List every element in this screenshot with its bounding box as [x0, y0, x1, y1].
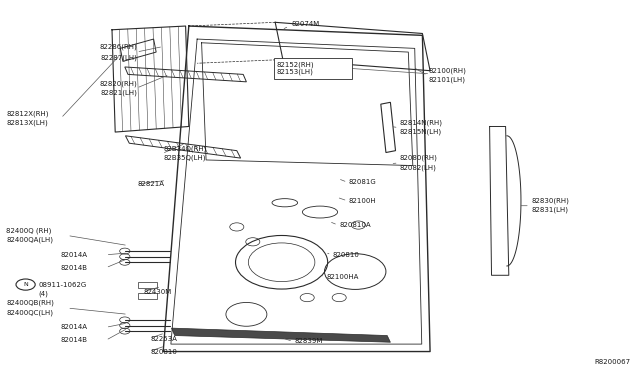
Text: 82082(LH): 82082(LH) — [400, 164, 437, 171]
Text: 82074M: 82074M — [291, 21, 319, 27]
Text: 82153(LH): 82153(LH) — [276, 69, 314, 76]
Text: 820810A: 820810A — [339, 222, 371, 228]
Text: 82014B: 82014B — [61, 337, 88, 343]
Text: (4): (4) — [38, 291, 48, 297]
Text: 82100H: 82100H — [349, 198, 376, 204]
Text: 82400Q (RH): 82400Q (RH) — [6, 227, 52, 234]
Text: 82812X(RH): 82812X(RH) — [6, 110, 49, 117]
Text: 820810: 820810 — [150, 349, 177, 355]
Text: 820810: 820810 — [333, 252, 360, 258]
Bar — [138, 293, 157, 299]
Text: N: N — [23, 282, 28, 287]
Text: 82014B: 82014B — [61, 265, 88, 271]
Text: 82100(RH): 82100(RH) — [429, 67, 467, 74]
Text: 82815N(LH): 82815N(LH) — [400, 129, 442, 135]
Text: 08911-1062G: 08911-1062G — [38, 282, 86, 288]
Text: 82014A: 82014A — [61, 252, 88, 258]
Text: 82B35Q(LH): 82B35Q(LH) — [163, 155, 205, 161]
Text: 82400QA(LH): 82400QA(LH) — [6, 237, 53, 243]
Text: 82400QB(RH): 82400QB(RH) — [6, 300, 54, 307]
Text: 82839M: 82839M — [294, 339, 323, 344]
Text: 82B34Q(RH): 82B34Q(RH) — [163, 145, 207, 152]
Text: 82080(RH): 82080(RH) — [400, 155, 438, 161]
Text: 82100HA: 82100HA — [326, 274, 359, 280]
Text: 82821(LH): 82821(LH) — [100, 90, 138, 96]
Text: 82014A: 82014A — [61, 324, 88, 330]
Text: 82101(LH): 82101(LH) — [429, 77, 466, 83]
Text: 82831(LH): 82831(LH) — [531, 207, 568, 214]
Text: 82814N(RH): 82814N(RH) — [400, 119, 443, 126]
FancyBboxPatch shape — [274, 58, 352, 79]
Text: 82287(LH): 82287(LH) — [100, 54, 138, 61]
Text: 82830(RH): 82830(RH) — [531, 198, 569, 204]
Text: 82253A: 82253A — [150, 336, 177, 341]
Text: 82813X(LH): 82813X(LH) — [6, 119, 48, 126]
Text: 82286(RH): 82286(RH) — [100, 43, 138, 50]
Text: 82400QC(LH): 82400QC(LH) — [6, 309, 53, 316]
Text: 82821A: 82821A — [138, 181, 164, 187]
Text: 82081G: 82081G — [349, 179, 376, 185]
Polygon shape — [172, 328, 390, 342]
Text: R8200067: R8200067 — [595, 359, 630, 365]
Text: 82152(RH): 82152(RH) — [276, 61, 314, 68]
Text: 82430M: 82430M — [144, 289, 172, 295]
Bar — [138, 282, 157, 288]
Text: 82820(RH): 82820(RH) — [100, 80, 138, 87]
